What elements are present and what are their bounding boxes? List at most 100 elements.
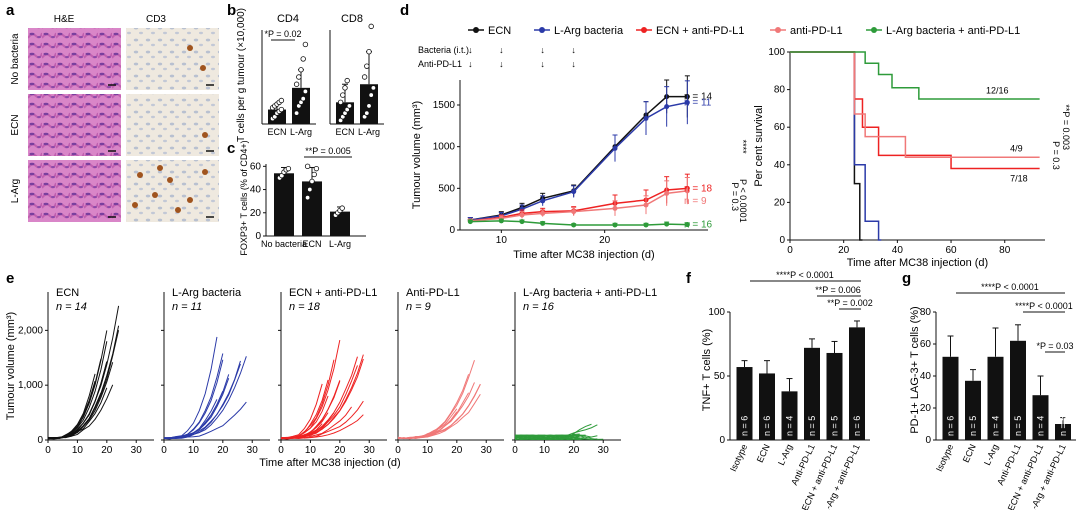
annotation: 7/18 [1010, 174, 1028, 184]
y-tick-label: 100 [768, 47, 785, 58]
x-tick-label: L-Arg [358, 127, 380, 137]
x-tick-label: 10 [539, 445, 551, 456]
arrow-bacteria: ↓ [499, 45, 504, 55]
n-label: n = 9 [684, 196, 707, 207]
growth-curve [514, 434, 604, 440]
x-tick-label: 10 [188, 445, 200, 456]
he-image-no-bacteria [28, 28, 121, 90]
growth-curve [163, 359, 224, 440]
growth-curve [47, 358, 102, 440]
side-label: P = 0.3 [730, 182, 740, 211]
x-tick-label: 10 [496, 235, 508, 246]
growth-curve [397, 374, 470, 440]
he-images [28, 28, 121, 222]
cd3-image-ecn [126, 94, 219, 156]
x-tick-label: 30 [598, 445, 610, 456]
n-label: n = 6 [740, 416, 750, 436]
group-n: n = 14 [56, 301, 87, 313]
x-tick-label: L-Arg [329, 239, 351, 249]
series-line-LArg [470, 101, 688, 221]
bar-5 [1055, 424, 1071, 440]
chart-d-legend: ECN L-Arg bacteria ECN + anti-PD-L1 anti-PD… [468, 25, 1020, 37]
data-point [366, 103, 372, 109]
x-tick-label: 0 [512, 445, 518, 456]
growth-curve [163, 356, 247, 439]
bar-4 [826, 352, 843, 440]
panel-e-letter: e [6, 270, 14, 287]
group-title: ECN + anti-PD-L1 [289, 287, 377, 299]
x-tick-label: 10 [422, 445, 434, 456]
x-tick-label: 0 [45, 445, 51, 456]
antipd-label: Anti-PD-L1 [418, 59, 462, 69]
data-point [302, 88, 309, 95]
x-tick-label: ECN [755, 443, 772, 464]
y-tick-label: 0 [37, 435, 43, 446]
survival-LArg_PD [790, 51, 1040, 100]
bar-0 [736, 367, 753, 440]
data-point [540, 210, 546, 216]
data-point [296, 74, 302, 80]
panel-b-letter: b [227, 2, 236, 19]
chart-e: Tumour volume (mm³) Time after MC38 injec… [5, 287, 657, 469]
growth-curve [163, 378, 230, 440]
arrow-antipd: ↓ [571, 59, 576, 69]
x-tick-label: 30 [481, 445, 493, 456]
col-label-cd3: CD3 [146, 14, 166, 25]
side-label: P = 0.3 [1051, 141, 1061, 170]
x-tick-label: 20 [334, 445, 346, 456]
row-label-larg: L-Arg [10, 179, 21, 203]
group-title: L-Arg bacteria [172, 287, 242, 299]
data-point [370, 85, 377, 91]
data-point [311, 171, 317, 178]
data-point [298, 67, 304, 73]
panel-g-letter: g [902, 270, 911, 287]
panel-d-letter: d [400, 2, 409, 19]
x-axis-label: Time after MC38 injection (d) [259, 457, 400, 469]
bar-3 [1010, 340, 1026, 440]
growth-curve [163, 390, 224, 439]
x-tick-label: ECN [302, 239, 321, 249]
y-tick-label: 60 [250, 161, 262, 172]
data-point [337, 99, 344, 106]
annotation: **P = 0.005 [305, 146, 351, 156]
row-label-no-bacteria: No bacteria [10, 33, 21, 85]
y-tick-label: 40 [920, 371, 932, 382]
y-tick-label: 500 [438, 183, 455, 194]
legend-label: ECN + anti-PD-L1 [656, 25, 744, 37]
data-point [361, 74, 368, 80]
arrow-bacteria: ↓ [468, 45, 473, 55]
data-point [293, 81, 300, 87]
annotation: ****P < 0.0001 [776, 270, 834, 280]
panel-f-letter: f [686, 270, 692, 287]
n-label: n = 6 [946, 416, 956, 436]
group-title: ECN [56, 287, 79, 299]
data-point [368, 23, 374, 30]
bar-2 [781, 391, 798, 440]
data-point [339, 205, 345, 211]
chart-d-survival: 0 20 40 60 80 100 0 20 40 60 80 Time after MC38 inj… [753, 47, 1071, 269]
growth-curve [514, 424, 598, 440]
x-tick-label: 40 [892, 245, 904, 256]
growth-curve [163, 374, 230, 439]
chart-f: TNF+ T cells (%) 0 50 100 Isotype n = 6 ECN n =… [701, 270, 873, 510]
bar-4 [1032, 395, 1049, 440]
x-tick-label: No bacteria [261, 239, 307, 249]
data-point [366, 48, 372, 55]
x-axis-label: Time after MC38 injection (d) [513, 249, 654, 261]
group-n: n = 11 [172, 301, 202, 313]
growth-curve [163, 353, 224, 440]
y-tick-label: 40 [774, 160, 786, 171]
data-point [302, 41, 309, 48]
group-title: L-Arg bacteria + anti-PD-L1 [523, 287, 657, 299]
bar-5 [849, 327, 865, 440]
n-label: n = 4 [991, 416, 1001, 436]
data-point [304, 163, 311, 170]
data-point [346, 103, 353, 109]
data-point [309, 178, 315, 185]
data-point [285, 165, 292, 172]
growth-curve [397, 360, 475, 440]
y-tick-label: 60 [774, 122, 786, 133]
data-point [519, 219, 525, 225]
growth-curve [280, 365, 358, 440]
